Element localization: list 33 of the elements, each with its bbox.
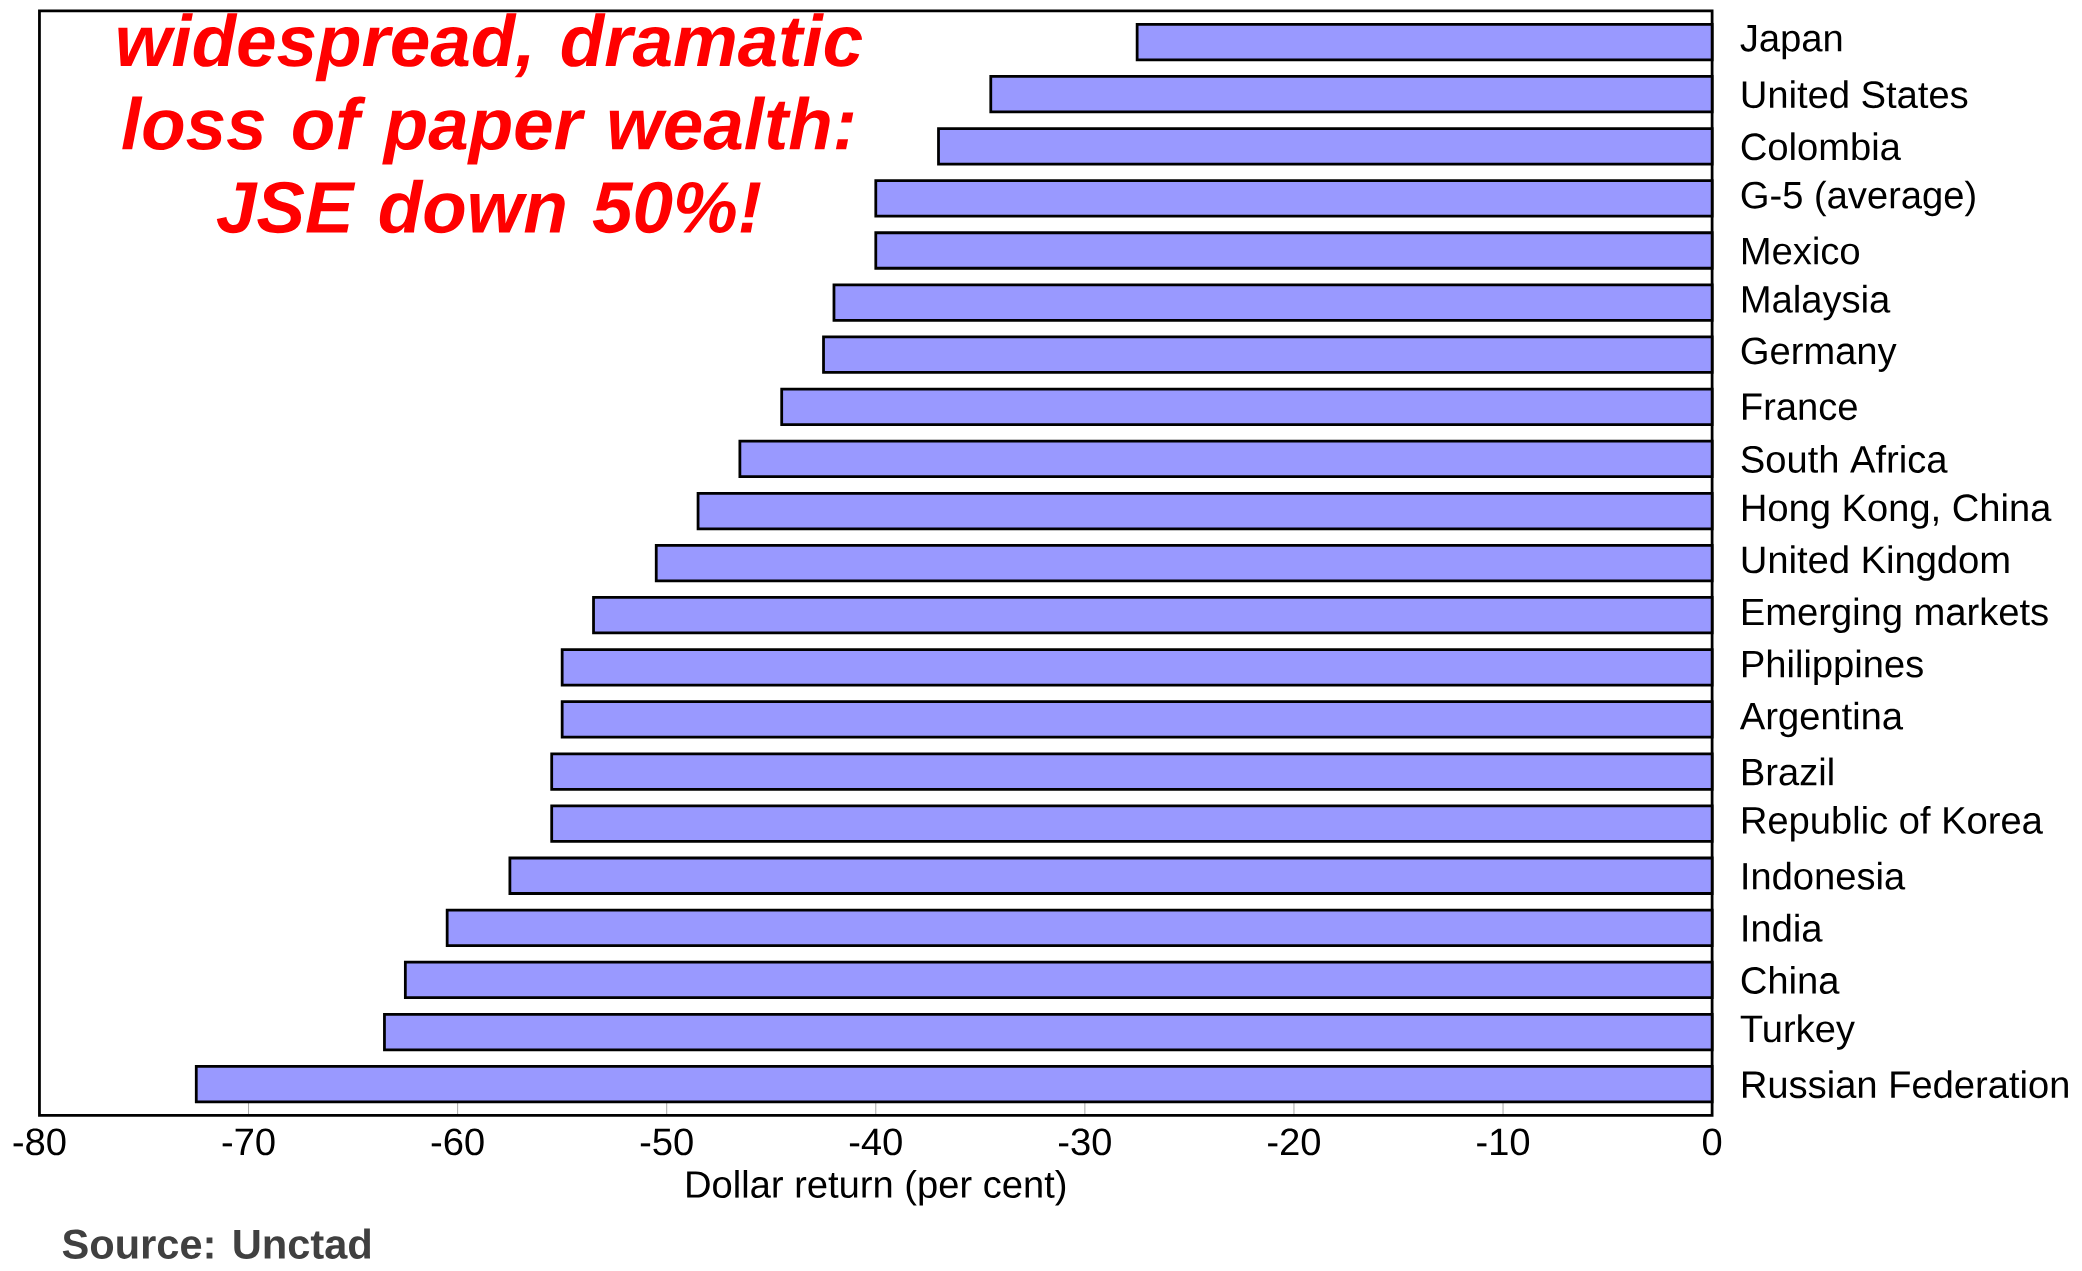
y-tick-label: Indonesia xyxy=(1743,861,1906,890)
x-tick-label: -60 xyxy=(431,1128,484,1156)
y-tick-label: Germany xyxy=(1741,337,1897,372)
y-tick-label: India xyxy=(1743,913,1823,942)
x-tick-label: -80 xyxy=(13,1128,66,1156)
y-tick-label: Mexico xyxy=(1743,236,1859,265)
x-tick-label: -40 xyxy=(849,1128,902,1156)
y-tick-label: Emerging markets xyxy=(1743,597,2048,633)
x-tick-label: -50 xyxy=(640,1128,693,1156)
x-tick-label: -30 xyxy=(1059,1128,1111,1156)
y-tick-label: G-5 (average) xyxy=(1741,180,1975,217)
y-tick-label: Japan xyxy=(1740,24,1842,60)
x-axis-title: Dollar return (per cent) xyxy=(687,1169,1066,1206)
source-note: Source: Unctad xyxy=(62,1228,371,1259)
y-tick-label: Russian Federation xyxy=(1743,1070,2068,1099)
y-tick-label: Hong Kong, China xyxy=(1743,493,2052,529)
y-tick-label: Brazil xyxy=(1743,757,1833,786)
y-tick-label: Philippines xyxy=(1743,649,1923,685)
y-tick-label: United Kingdom xyxy=(1742,545,2009,581)
y-tick-label: Malaysia xyxy=(1743,284,1891,321)
x-tick-label: -10 xyxy=(1477,1128,1530,1156)
text: widespread, dramatic loss of paper wealth: JSE down 50%! xyxy=(118,13,863,234)
x-tick-label: -20 xyxy=(1268,1128,1320,1156)
y-tick-label: South Africa xyxy=(1741,444,1948,473)
x-tick-label: -70 xyxy=(222,1128,275,1156)
y-tick-label: France xyxy=(1743,393,1857,421)
y-tick-label: Turkey xyxy=(1740,1014,1855,1050)
x-tick-label: 0 xyxy=(1702,1128,1722,1156)
y-tick-label: China xyxy=(1741,965,1840,994)
y-tick-label: Argentina xyxy=(1739,701,1904,738)
y-tick-label: United States xyxy=(1742,80,1968,109)
y-tick-label: Republic of Korea xyxy=(1743,805,2043,842)
y-tick-label: Colombia xyxy=(1741,132,1901,161)
